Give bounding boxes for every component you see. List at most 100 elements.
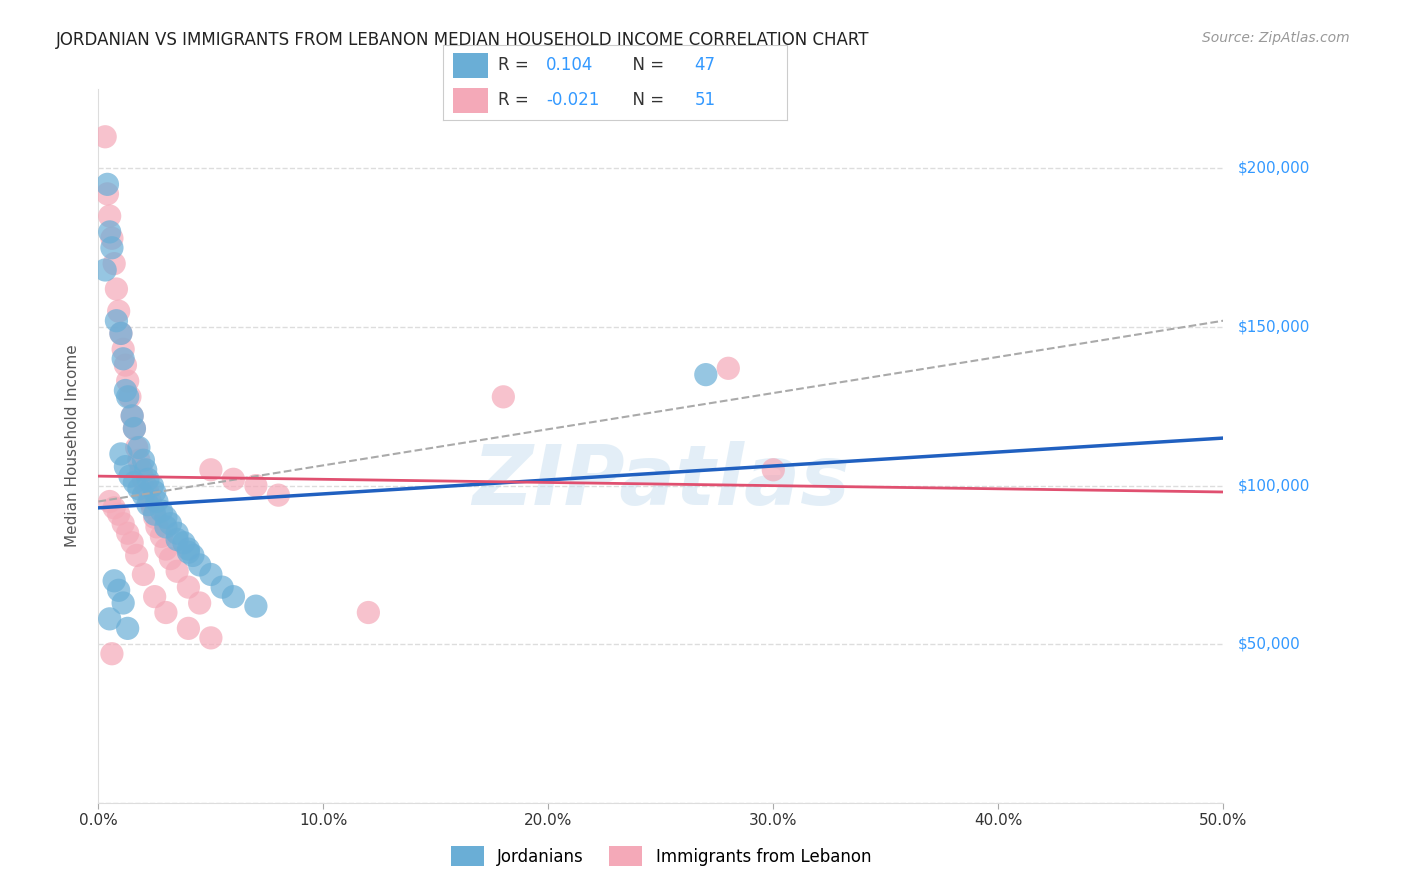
Point (717, 361, 740, 376)
Point (143, 507, 166, 521)
Point (101, 647, 124, 661)
Point (112, 351, 135, 366)
Point (125, 549, 148, 563)
Point (181, 549, 204, 563)
Point (121, 409, 143, 423)
Point (132, 567, 155, 582)
Point (117, 374, 139, 388)
Point (110, 326, 132, 341)
Point (129, 463, 152, 477)
Point (132, 488, 155, 502)
Point (146, 494, 169, 508)
Point (132, 472, 155, 486)
Point (267, 488, 290, 502)
Point (94, 129, 117, 144)
Point (139, 494, 162, 508)
Text: ZIPatlas: ZIPatlas (472, 442, 849, 522)
Point (117, 621, 139, 635)
Point (150, 529, 173, 543)
Point (222, 590, 245, 604)
Point (222, 472, 245, 486)
Point (98, 494, 121, 508)
Point (121, 535, 143, 549)
Point (112, 516, 135, 531)
Point (105, 314, 128, 328)
Point (177, 580, 200, 594)
Point (124, 421, 146, 435)
Point (110, 447, 132, 461)
Point (132, 453, 155, 467)
Point (166, 526, 188, 541)
Point (114, 459, 136, 474)
Point (103, 257, 125, 271)
Point (114, 384, 136, 398)
Point (121, 409, 143, 423)
Point (188, 558, 211, 572)
Point (150, 504, 173, 518)
Text: Source: ZipAtlas.com: Source: ZipAtlas.com (1202, 31, 1350, 45)
Text: R =: R = (498, 56, 534, 74)
Point (200, 567, 222, 582)
Point (762, 463, 785, 477)
Point (177, 621, 200, 635)
Point (128, 453, 150, 467)
Point (155, 510, 177, 524)
Text: N =: N = (621, 91, 669, 109)
Text: N =: N = (621, 56, 669, 74)
Point (155, 606, 177, 620)
Point (101, 241, 124, 255)
Point (103, 500, 125, 515)
Legend: Jordanians, Immigrants from Lebanon: Jordanians, Immigrants from Lebanon (444, 839, 877, 873)
Point (245, 599, 267, 614)
Point (211, 580, 233, 594)
Text: 47: 47 (695, 56, 716, 74)
Point (135, 463, 157, 477)
Point (357, 606, 380, 620)
Point (114, 358, 136, 372)
Point (135, 478, 157, 492)
Point (98, 209, 121, 223)
Text: 0.104: 0.104 (546, 56, 593, 74)
Point (166, 564, 188, 578)
Text: $200,000: $200,000 (1237, 161, 1309, 176)
Point (98, 225, 121, 239)
Point (143, 590, 166, 604)
Point (492, 390, 515, 404)
Point (103, 574, 125, 588)
Point (141, 500, 163, 515)
Y-axis label: Median Household Income: Median Household Income (65, 344, 80, 548)
Text: $50,000: $50,000 (1237, 637, 1301, 652)
Point (166, 533, 188, 547)
Point (143, 485, 166, 500)
Point (136, 498, 159, 512)
Point (136, 472, 159, 486)
Point (159, 516, 181, 531)
Point (96, 178, 118, 192)
Point (155, 542, 177, 557)
Point (188, 596, 211, 610)
Point (96, 186, 118, 201)
Point (695, 368, 717, 382)
Point (107, 304, 129, 318)
Point (136, 485, 159, 500)
Point (146, 520, 169, 534)
Point (117, 526, 139, 541)
Point (112, 343, 135, 357)
Point (118, 390, 141, 404)
Point (124, 475, 146, 490)
Point (105, 282, 128, 296)
Point (128, 482, 150, 496)
Point (200, 631, 222, 645)
Bar (453, 53, 488, 78)
Text: $100,000: $100,000 (1237, 478, 1309, 493)
Point (118, 469, 141, 483)
Point (107, 507, 129, 521)
Text: 51: 51 (695, 91, 716, 109)
Text: -0.021: -0.021 (546, 91, 599, 109)
Point (110, 326, 132, 341)
Point (125, 441, 148, 455)
Point (200, 463, 222, 477)
Text: $150,000: $150,000 (1237, 319, 1309, 334)
Point (141, 478, 163, 492)
Point (245, 478, 267, 492)
